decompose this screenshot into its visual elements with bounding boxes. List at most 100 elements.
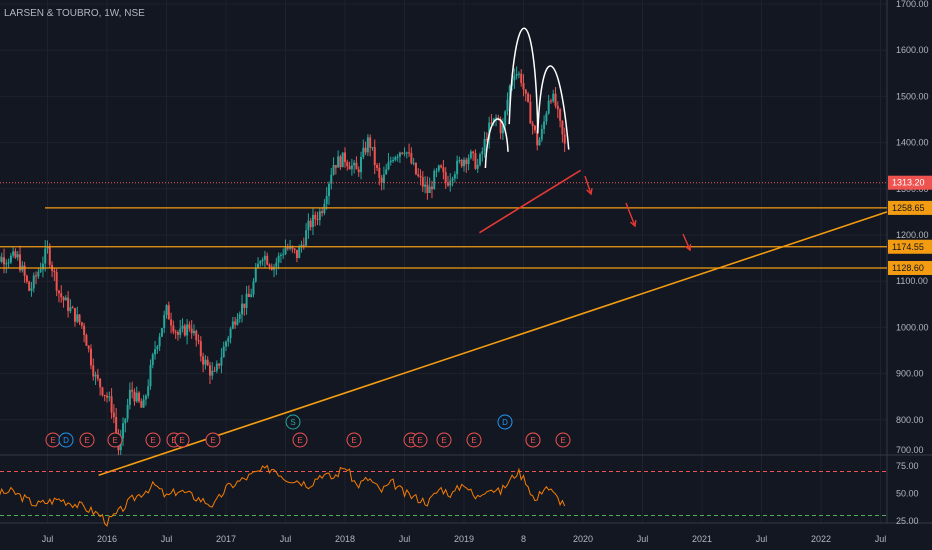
candle-body	[250, 294, 253, 298]
price-labels: 1313.20 1258.65 1174.55 1128.60	[888, 175, 932, 275]
candle-body	[94, 374, 97, 377]
time-axis[interactable]: Jul 2016 Jul 2017 Jul 2018 Jul 2019 8 2020 Jul 2021…	[42, 534, 887, 544]
candle-body	[156, 346, 159, 350]
event-marker-earnings[interactable]: E	[205, 432, 221, 448]
arrow-head	[684, 243, 692, 252]
candle-body	[53, 270, 56, 273]
candle-body	[309, 220, 312, 227]
event-marker-earnings[interactable]: E	[79, 432, 95, 448]
event-marker-earnings[interactable]: E	[466, 432, 482, 448]
marker-label: E	[417, 436, 422, 445]
candle-body	[435, 170, 438, 172]
event-marker-dividend[interactable]: D	[58, 432, 74, 448]
y-tick-label: 900.00	[896, 369, 924, 379]
candle-body	[508, 85, 511, 100]
rsi-tick-label: 25.00	[896, 516, 919, 526]
candle-body	[307, 220, 310, 231]
candle-body	[128, 389, 131, 405]
candle-body	[263, 255, 266, 260]
rsi-tick-label: 50.00	[896, 489, 919, 499]
candle-body	[106, 395, 108, 398]
event-marker-earnings[interactable]: E	[436, 432, 452, 448]
candle-body	[19, 254, 22, 271]
candle-body	[424, 184, 427, 187]
candle-body	[101, 387, 104, 396]
candle-body	[122, 423, 125, 439]
marker-label: E	[210, 436, 215, 445]
marker-label: E	[84, 436, 89, 445]
event-marker-earnings[interactable]: E	[45, 432, 61, 448]
price-tag: 1258.65	[888, 200, 932, 215]
candle-body	[472, 151, 475, 154]
candle-body	[293, 248, 296, 250]
candle-body	[37, 271, 40, 277]
event-marker-earnings[interactable]: E	[145, 432, 161, 448]
price-tag: 1174.55	[888, 239, 932, 254]
candle-body	[389, 160, 392, 163]
candle-body	[360, 157, 363, 173]
candle-body	[305, 230, 308, 246]
x-tick-label: 2017	[216, 534, 236, 544]
event-marker-earnings[interactable]: E	[174, 432, 190, 448]
candle-body	[186, 324, 189, 336]
candle-body	[165, 305, 168, 315]
candle-body	[28, 281, 31, 291]
candle-body	[559, 109, 562, 121]
candle-body	[437, 165, 440, 171]
event-marker-earnings[interactable]: E	[292, 432, 308, 448]
candle-body	[396, 156, 399, 158]
event-marker-earnings[interactable]: E	[412, 432, 428, 448]
x-tick-label: Jul	[161, 534, 173, 544]
event-marker-earnings[interactable]: E	[107, 432, 123, 448]
price-tag-label: 1313.20	[892, 178, 925, 188]
candle-body	[110, 396, 113, 413]
candle-body	[9, 255, 12, 263]
candle-body	[426, 184, 429, 194]
candle-body	[23, 265, 26, 276]
candle-body	[35, 275, 38, 277]
event-marker-earnings[interactable]: E	[555, 432, 571, 448]
candle-body	[229, 328, 232, 339]
y-tick-label: 1400.00	[896, 138, 929, 148]
event-marker-split[interactable]: S	[285, 414, 301, 430]
event-marker-earnings[interactable]: E	[525, 432, 541, 448]
candle-body	[495, 117, 498, 119]
candle-body	[238, 314, 241, 319]
marker-circle	[497, 414, 513, 430]
marker-circle	[292, 432, 308, 448]
event-marker-dividend[interactable]: D	[497, 414, 513, 430]
event-marker-earnings[interactable]: E	[346, 432, 362, 448]
candle-body	[174, 331, 177, 333]
candle-body	[199, 341, 202, 357]
left-shoulder-arc	[484, 118, 509, 169]
marker-circle	[107, 432, 123, 448]
candle-body	[236, 318, 239, 325]
candle-body	[69, 307, 72, 312]
candle-body	[131, 389, 134, 392]
candle-body	[55, 272, 58, 291]
candle-body	[202, 356, 205, 365]
candle-body	[506, 99, 509, 112]
event-markers[interactable]: EDEEEEEESEEEEEEDEEE	[45, 414, 571, 448]
candle-body	[227, 338, 230, 342]
y-tick-label: 1000.00	[896, 322, 929, 332]
candle-body	[469, 151, 472, 159]
down-arrow	[625, 202, 636, 227]
candle-body	[325, 196, 328, 204]
candle-body	[215, 363, 218, 371]
candle-body	[144, 395, 147, 400]
candle-body	[430, 186, 433, 190]
marker-label: E	[112, 436, 117, 445]
candle-body	[73, 308, 76, 322]
candle-body	[0, 257, 3, 262]
candle-body	[504, 111, 507, 126]
candle-body	[357, 169, 360, 173]
candle-body	[115, 416, 118, 434]
candle-body	[266, 255, 269, 265]
candle-body	[467, 158, 470, 165]
candle-body	[554, 93, 557, 106]
candle-body	[25, 275, 28, 282]
marker-label: E	[150, 436, 155, 445]
x-tick-label: Jul	[399, 534, 411, 544]
